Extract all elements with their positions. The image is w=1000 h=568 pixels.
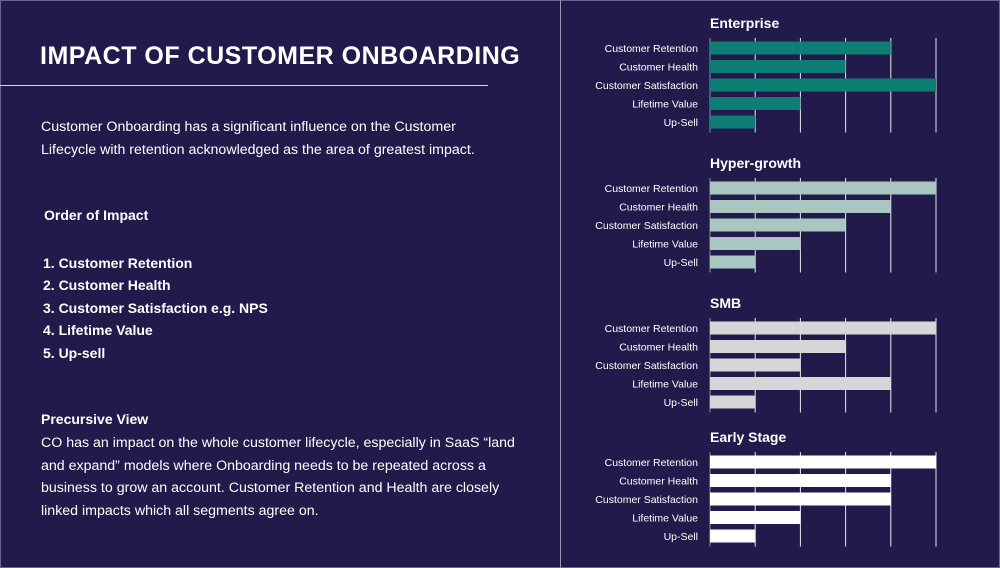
hyper-growth-label-customer-satisfaction: Customer Satisfaction <box>595 220 698 232</box>
impact-item-2: 2. Customer Health <box>43 277 171 294</box>
title-underline <box>0 85 488 86</box>
early-stage-label-customer-retention: Customer Retention <box>605 457 699 469</box>
smb-bar-customer-retention <box>710 321 936 335</box>
enterprise-bar-up-sell <box>710 115 756 129</box>
hyper-growth-bar-up-sell <box>710 255 756 269</box>
enterprise-label-up-sell: Up-Sell <box>664 117 698 129</box>
order-of-impact-heading: Order of Impact <box>44 207 149 223</box>
enterprise-bar-customer-satisfaction <box>710 78 936 92</box>
enterprise-bar-customer-health <box>710 60 846 73</box>
early-stage-bar-customer-satisfaction <box>710 492 891 506</box>
smb-label-customer-health: Customer Health <box>619 342 698 354</box>
enterprise-chart-title: Enterprise <box>710 15 779 31</box>
hyper-growth-label-up-sell: Up-Sell <box>664 257 698 269</box>
smb-chart-title: SMB <box>710 295 741 311</box>
hyper-growth-bar-customer-health <box>710 200 891 213</box>
intro-paragraph: Customer Onboarding has a significant in… <box>41 119 475 158</box>
enterprise-label-customer-retention: Customer Retention <box>605 43 699 55</box>
smb-bar-customer-health <box>710 340 846 353</box>
hyper-growth-label-customer-health: Customer Health <box>619 202 698 214</box>
early-stage-bar-lifetime-value <box>710 511 801 524</box>
precursive-view-body: CO has an impact on the whole customer l… <box>41 435 515 519</box>
vertical-divider <box>560 0 561 568</box>
enterprise-bar-lifetime-value <box>710 97 801 110</box>
early-stage-bar-customer-health <box>710 474 891 487</box>
hyper-growth-label-customer-retention: Customer Retention <box>605 183 699 195</box>
smb-label-lifetime-value: Lifetime Value <box>632 379 698 391</box>
page-title: IMPACT OF CUSTOMER ONBOARDING <box>40 42 521 70</box>
impact-item-5: 5. Up-sell <box>43 344 106 361</box>
early-stage-label-lifetime-value: Lifetime Value <box>632 513 698 525</box>
order-of-impact-list: 1. Customer Retention 2. Customer Health… <box>43 252 268 364</box>
enterprise-label-customer-health: Customer Health <box>619 62 698 74</box>
hyper-growth-label-lifetime-value: Lifetime Value <box>632 239 698 251</box>
smb-bar-customer-satisfaction <box>710 358 801 372</box>
early-stage-label-up-sell: Up-Sell <box>664 531 698 543</box>
enterprise-label-lifetime-value: Lifetime Value <box>632 99 698 111</box>
smb-bar-up-sell <box>710 395 756 409</box>
smb-label-up-sell: Up-Sell <box>664 397 698 409</box>
smb-bar-lifetime-value <box>710 377 891 390</box>
early-stage-label-customer-health: Customer Health <box>619 476 698 488</box>
precursive-view-heading: Precursive View <box>41 411 149 427</box>
enterprise-label-customer-satisfaction: Customer Satisfaction <box>595 80 698 92</box>
early-stage-bar-up-sell <box>710 529 756 543</box>
smb-label-customer-satisfaction: Customer Satisfaction <box>595 360 698 372</box>
early-stage-chart-title: Early Stage <box>710 429 786 445</box>
hyper-growth-chart-title: Hyper-growth <box>710 155 801 171</box>
impact-item-4: 4. Lifetime Value <box>43 322 153 339</box>
impact-item-1: 1. Customer Retention <box>43 255 193 271</box>
segment-charts-svg: Enterprise Customer Retention Customer Hea… <box>595 15 937 547</box>
segment-charts-panel: Enterprise Customer Retention Customer Hea… <box>562 0 1000 568</box>
hyper-growth-bar-lifetime-value <box>710 237 801 250</box>
early-stage-bar-customer-retention <box>710 455 936 469</box>
enterprise-bar-customer-retention <box>710 41 891 55</box>
hyper-growth-bar-customer-satisfaction <box>710 218 846 232</box>
smb-label-customer-retention: Customer Retention <box>605 323 699 335</box>
impact-item-3: 3. Customer Satisfaction e.g. NPS <box>43 299 268 316</box>
hyper-growth-bar-customer-retention <box>710 181 936 195</box>
early-stage-label-customer-satisfaction: Customer Satisfaction <box>595 494 698 506</box>
